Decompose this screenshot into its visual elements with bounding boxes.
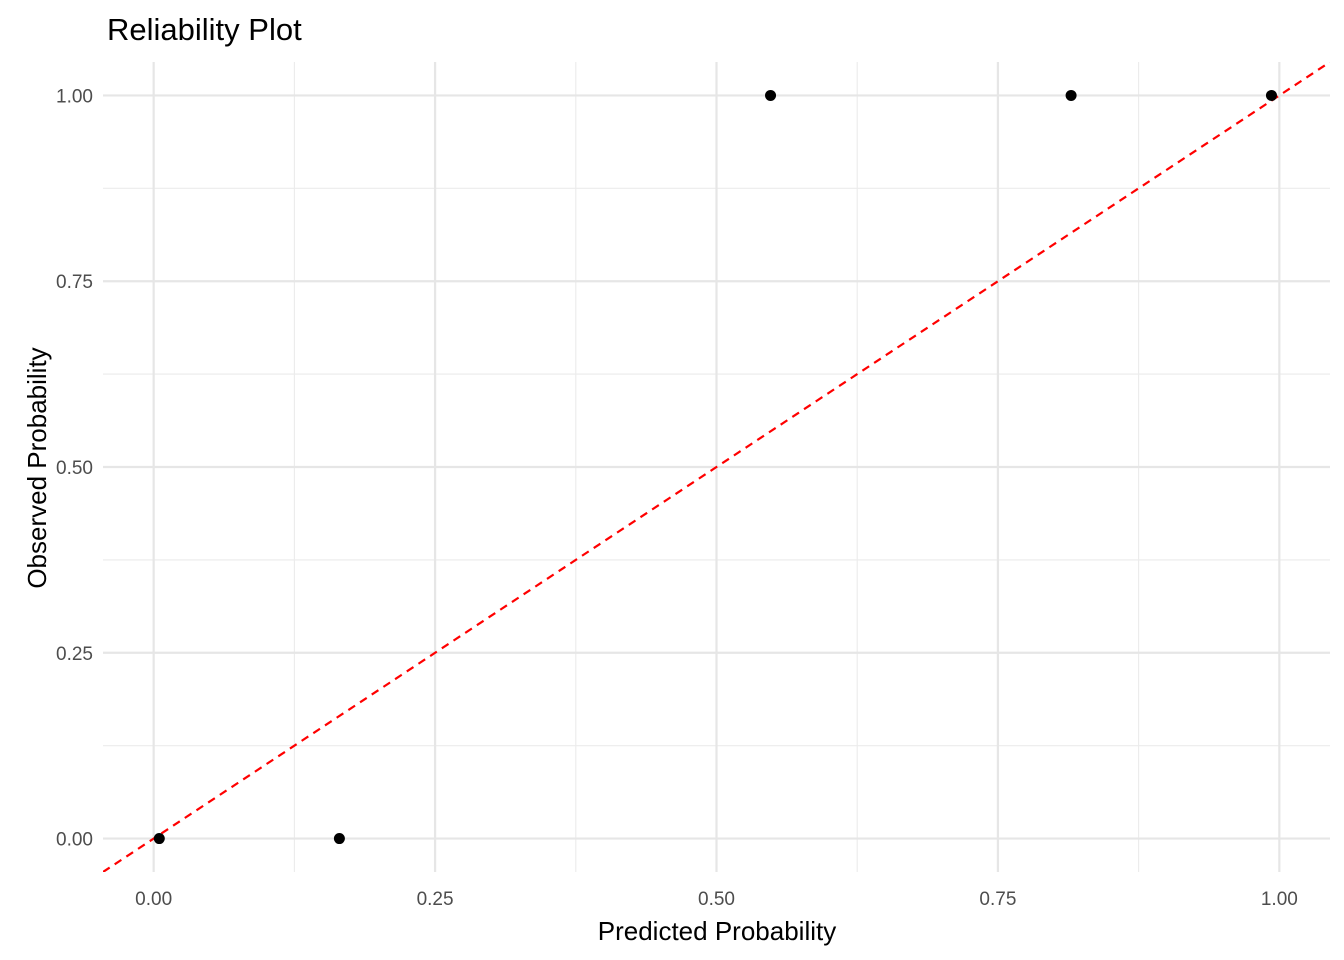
data-point	[1065, 89, 1077, 101]
x-tick-label: 0.00	[135, 889, 172, 910]
x-tick-label: 1.00	[1261, 889, 1298, 910]
y-tick-label: 0.50	[56, 458, 93, 479]
data-point	[153, 833, 165, 845]
reference-line-group	[103, 62, 1330, 872]
data-points	[153, 89, 1277, 845]
y-tick-label: 0.75	[56, 272, 93, 293]
data-point	[765, 89, 777, 101]
y-axis-title: Observed Probability	[22, 347, 52, 588]
x-tick-label: 0.50	[698, 889, 735, 910]
x-axis-tick-labels: 0.00 0.25 0.50 0.75 1.00	[135, 889, 1298, 910]
data-point	[333, 833, 345, 845]
chart-title: Reliability Plot	[107, 12, 302, 47]
major-gridlines	[103, 62, 1330, 872]
x-tick-label: 0.75	[979, 889, 1016, 910]
data-point	[1265, 89, 1277, 101]
x-tick-label: 0.25	[417, 889, 454, 910]
x-axis-title: Predicted Probability	[598, 916, 836, 946]
y-tick-label: 0.25	[56, 644, 93, 665]
y-tick-label: 0.00	[56, 830, 93, 851]
reference-line	[103, 62, 1330, 872]
y-axis-tick-labels: 0.00 0.25 0.50 0.75 1.00	[56, 86, 93, 850]
y-tick-label: 1.00	[56, 86, 93, 107]
